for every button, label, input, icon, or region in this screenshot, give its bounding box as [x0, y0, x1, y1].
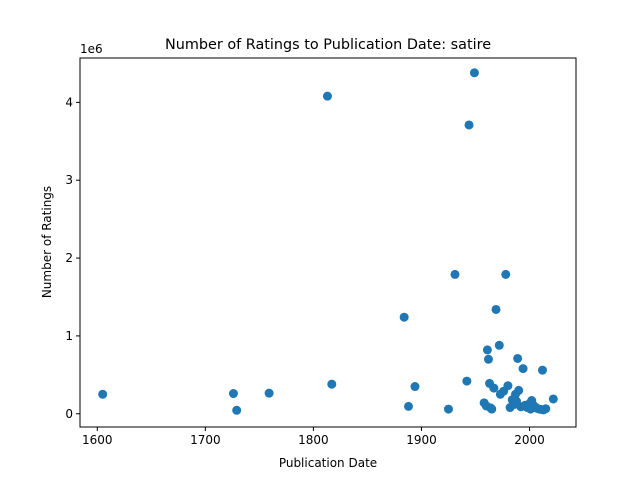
data-point	[404, 401, 414, 411]
x-tick-label: 1800	[298, 433, 329, 447]
data-point	[487, 404, 497, 414]
data-point	[548, 394, 558, 404]
data-point	[494, 340, 504, 350]
plot-area-frame	[79, 57, 577, 428]
y-tick-label: 2	[65, 251, 73, 265]
y-axis-offset-label: 1e6	[80, 42, 103, 56]
x-tick-label: 1900	[406, 433, 437, 447]
data-point	[322, 91, 332, 101]
x-tick-label: 1700	[190, 433, 221, 447]
data-point	[501, 269, 511, 279]
y-axis-label: Number of Ratings	[40, 186, 54, 298]
data-points	[98, 68, 558, 415]
data-point	[399, 312, 409, 322]
data-point	[469, 68, 479, 78]
data-point	[541, 404, 551, 414]
data-point	[264, 388, 274, 398]
data-point	[98, 389, 108, 399]
data-point	[410, 382, 420, 392]
data-point	[483, 354, 493, 364]
data-point	[450, 269, 460, 279]
data-point	[464, 120, 474, 130]
data-point	[462, 376, 472, 386]
y-tick-label: 3	[65, 173, 73, 187]
x-tick-label: 2000	[514, 433, 545, 447]
y-tick-label: 4	[65, 95, 73, 109]
chart-title: Number of Ratings to Publication Date: s…	[165, 37, 491, 53]
y-axis-ticks: 0 1 2 3 4	[65, 95, 80, 421]
data-point	[513, 353, 523, 363]
data-point	[482, 345, 492, 355]
x-axis-label: Publication Date	[279, 456, 377, 470]
data-point	[491, 304, 501, 314]
data-point	[489, 383, 499, 393]
data-point	[538, 365, 548, 375]
data-point	[228, 389, 238, 399]
y-tick-label: 0	[65, 407, 73, 421]
data-point	[518, 364, 528, 374]
x-tick-label: 1600	[82, 433, 113, 447]
y-tick-label: 1	[65, 329, 73, 343]
data-point	[443, 404, 453, 414]
x-axis-ticks: 1600 1700 1800 1900 2000	[82, 427, 545, 447]
data-point	[514, 385, 524, 395]
data-point	[503, 381, 513, 391]
data-point	[327, 379, 337, 389]
data-point	[232, 405, 242, 415]
